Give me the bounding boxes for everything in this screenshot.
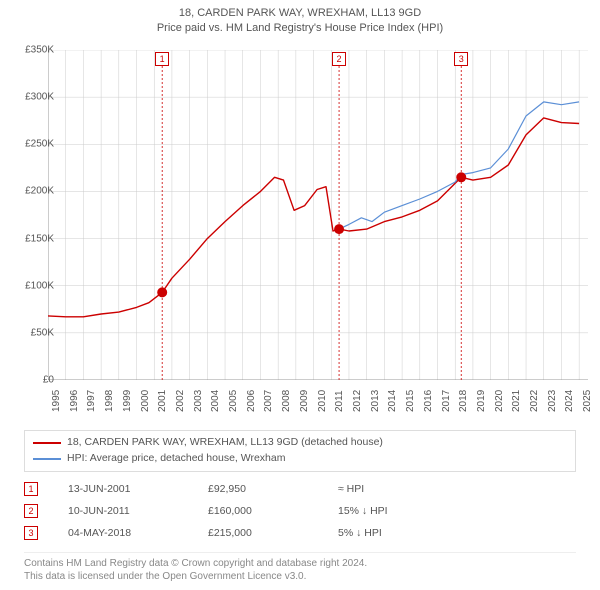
plot-svg [48, 50, 588, 380]
legend-row-hpi: HPI: Average price, detached house, Wrex… [33, 451, 567, 467]
footer-line-1: Contains HM Land Registry data © Crown c… [24, 557, 576, 570]
row-date: 13-JUN-2001 [68, 483, 208, 495]
row-hpi: ≈ HPI [338, 483, 576, 495]
x-tick-label: 2013 [370, 390, 381, 412]
row-hpi: 15% ↓ HPI [338, 505, 576, 517]
legend-swatch-hpi [33, 458, 61, 460]
row-date: 04-MAY-2018 [68, 527, 208, 539]
x-tick-label: 1996 [69, 390, 80, 412]
x-tick-label: 2019 [476, 390, 487, 412]
chart-marker-2: 2 [332, 52, 346, 66]
x-tick-label: 2008 [281, 390, 292, 412]
y-tick-label: £50K [10, 327, 54, 338]
x-tick-label: 2012 [352, 390, 363, 412]
y-tick-label: £350K [10, 45, 54, 56]
x-tick-label: 2011 [334, 390, 345, 412]
x-tick-label: 2005 [228, 390, 239, 412]
chart-marker-3: 3 [454, 52, 468, 66]
x-tick-label: 1999 [122, 390, 133, 412]
x-tick-label: 1997 [86, 390, 97, 412]
x-tick-label: 2023 [547, 390, 558, 412]
x-tick-label: 2018 [458, 390, 469, 412]
x-tick-label: 2016 [423, 390, 434, 412]
x-tick-label: 2000 [140, 390, 151, 412]
legend-swatch-property [33, 442, 61, 444]
table-row: 3 04-MAY-2018£215,0005% ↓ HPI [24, 522, 576, 544]
row-marker: 3 [24, 526, 38, 540]
x-tick-label: 2006 [246, 390, 257, 412]
x-tick-label: 2025 [582, 390, 593, 412]
x-tick-label: 2003 [193, 390, 204, 412]
footer: Contains HM Land Registry data © Crown c… [24, 552, 576, 583]
x-tick-label: 2021 [511, 390, 522, 412]
x-tick-label: 2007 [263, 390, 274, 412]
x-tick-label: 2002 [175, 390, 186, 412]
footer-line-2: This data is licensed under the Open Gov… [24, 570, 576, 583]
y-tick-label: £200K [10, 186, 54, 197]
legend-label-hpi: HPI: Average price, detached house, Wrex… [67, 451, 286, 467]
x-tick-label: 2015 [405, 390, 416, 412]
y-tick-label: £100K [10, 280, 54, 291]
x-tick-label: 2014 [387, 390, 398, 412]
row-price: £160,000 [208, 505, 338, 517]
legend-box: 18, CARDEN PARK WAY, WREXHAM, LL13 9GD (… [24, 430, 576, 472]
x-tick-label: 2024 [564, 390, 575, 412]
y-tick-label: £250K [10, 139, 54, 150]
sales-table: 1 13-JUN-2001£92,950≈ HPI 2 10-JUN-2011£160… [24, 478, 576, 544]
x-tick-label: 2017 [441, 390, 452, 412]
row-marker: 1 [24, 482, 38, 496]
x-tick-label: 2020 [494, 390, 505, 412]
table-row: 1 13-JUN-2001£92,950≈ HPI [24, 478, 576, 500]
x-tick-label: 2004 [210, 390, 221, 412]
x-tick-label: 2010 [317, 390, 328, 412]
row-date: 10-JUN-2011 [68, 505, 208, 517]
y-tick-label: £300K [10, 92, 54, 103]
y-tick-label: £0 [10, 375, 54, 386]
title-line-2: Price paid vs. HM Land Registry's House … [0, 21, 600, 36]
legend-row-property: 18, CARDEN PARK WAY, WREXHAM, LL13 9GD (… [33, 435, 567, 451]
title-block: 18, CARDEN PARK WAY, WREXHAM, LL13 9GD P… [0, 0, 600, 37]
row-hpi: 5% ↓ HPI [338, 527, 576, 539]
table-row: 2 10-JUN-2011£160,00015% ↓ HPI [24, 500, 576, 522]
y-tick-label: £150K [10, 233, 54, 244]
chart-area [48, 50, 588, 380]
x-tick-label: 1995 [51, 390, 62, 412]
x-tick-label: 2009 [299, 390, 310, 412]
chart-marker-1: 1 [155, 52, 169, 66]
x-tick-label: 2022 [529, 390, 540, 412]
row-marker: 2 [24, 504, 38, 518]
row-price: £215,000 [208, 527, 338, 539]
x-tick-label: 2001 [157, 390, 168, 412]
row-price: £92,950 [208, 483, 338, 495]
x-tick-label: 1998 [104, 390, 115, 412]
chart-container: 18, CARDEN PARK WAY, WREXHAM, LL13 9GD P… [0, 0, 600, 590]
title-line-1: 18, CARDEN PARK WAY, WREXHAM, LL13 9GD [0, 6, 600, 21]
legend-label-property: 18, CARDEN PARK WAY, WREXHAM, LL13 9GD (… [67, 435, 383, 451]
